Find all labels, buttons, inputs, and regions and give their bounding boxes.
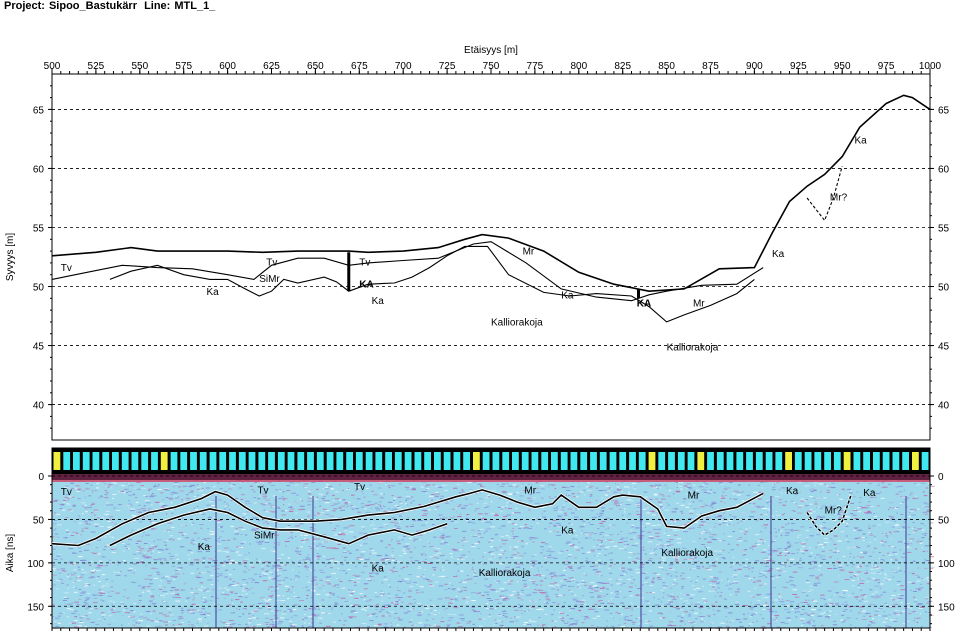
depth-annotation: Ka <box>854 136 867 147</box>
radar-y-tick-label-right: 50 <box>938 515 950 526</box>
x-tick-label: 900 <box>746 61 763 72</box>
radar-series-2 <box>109 507 448 547</box>
radargram-direct-wave <box>52 474 930 480</box>
radargram-image <box>52 448 935 629</box>
radar-annotation: Ka <box>863 488 876 499</box>
depth-annotation: SiMr <box>259 274 280 285</box>
depth-annotation: Kalliorakoja <box>667 342 719 353</box>
radar-annotation: Ka <box>198 542 211 553</box>
depth-annotation: Tv <box>61 263 72 274</box>
radar-y-tick-label-right: 0 <box>938 472 944 483</box>
x-tick-label: 750 <box>483 61 500 72</box>
x-tick-label: 725 <box>439 61 456 72</box>
depth-annotation: Mr? <box>830 192 848 203</box>
x-tick-label: 875 <box>702 61 719 72</box>
radar-annotation: SiMr <box>254 531 275 542</box>
depth-annotation: Ka <box>207 287 220 298</box>
depth-panel-frame <box>51 73 931 441</box>
radar-annotation: Ka <box>372 564 385 575</box>
depth-annotation: Tv <box>359 257 370 268</box>
depth-series-2 <box>51 241 764 302</box>
x-tick-label: 700 <box>395 61 412 72</box>
x-tick-label: 950 <box>834 61 851 72</box>
y-tick-label-right: 55 <box>938 223 950 234</box>
radar-annotation: Kalliorakoja <box>661 548 713 559</box>
x-tick-label: 1000 <box>919 61 942 72</box>
radar-y-tick-label-left: 100 <box>27 559 44 570</box>
radar-series-3 <box>805 494 853 538</box>
depth-annotation: Mr <box>523 247 535 258</box>
radar-series-1 <box>51 488 764 548</box>
depth-annotation: Ka <box>772 249 785 260</box>
project-header: Project: Sipoo_Bastukärr Line: MTL_1_ <box>4 0 219 12</box>
y-tick-label-right: 45 <box>938 342 950 353</box>
x-tick-label: 925 <box>790 61 807 72</box>
line-name: MTL_1_ <box>174 0 216 12</box>
radar-annotation: Mr <box>524 485 536 496</box>
x-axis-title: Etäisyys [m] <box>464 45 518 56</box>
y-tick-label-right: 60 <box>938 164 950 175</box>
y-axis-title-depth: Syvyys [m] <box>5 233 16 282</box>
depth-annotation: Ka <box>561 290 574 301</box>
depth-series-1 <box>51 94 931 293</box>
x-tick-label: 850 <box>658 61 675 72</box>
y-tick-label-left: 40 <box>33 401 45 412</box>
project-name: Sipoo_Bastukärr <box>48 0 137 12</box>
radar-annotation: Mr? <box>825 505 843 516</box>
radar-annotation: Mr <box>688 491 700 502</box>
depth-annotation: KA <box>359 280 373 291</box>
y-axis-title-time: Aika [ns] <box>5 534 16 573</box>
line-label: Line: <box>144 0 171 12</box>
depth-annotation: Tv <box>266 257 277 268</box>
marker-strip <box>52 448 930 474</box>
depth-annotation: KA <box>637 299 651 310</box>
x-tick-label: 975 <box>878 61 895 72</box>
x-tick-label: 775 <box>527 61 544 72</box>
x-tick-label: 550 <box>131 61 148 72</box>
radar-annotation: Ka <box>786 486 799 497</box>
x-tick-label: 500 <box>44 61 61 72</box>
x-tick-label: 675 <box>351 61 368 72</box>
x-tick-label: 650 <box>307 61 324 72</box>
depth-series-4 <box>806 165 843 222</box>
radar-annotation: Tv <box>61 487 72 498</box>
y-tick-label-left: 65 <box>33 105 45 116</box>
y-tick-label-left: 50 <box>33 283 45 294</box>
y-tick-label-left: 60 <box>33 164 45 175</box>
radar-y-tick-label-left: 50 <box>33 515 45 526</box>
depth-annotation: Kalliorakoja <box>491 317 543 328</box>
x-tick-label: 600 <box>219 61 236 72</box>
radar-y-tick-label-left: 0 <box>38 472 44 483</box>
radar-annotation: Ka <box>561 525 574 536</box>
x-tick-label: 800 <box>570 61 587 72</box>
y-tick-label-left: 55 <box>33 223 45 234</box>
y-tick-label-left: 45 <box>33 342 45 353</box>
y-tick-label-right: 40 <box>938 401 950 412</box>
radar-annotation: Tv <box>354 482 365 493</box>
x-tick-label: 825 <box>614 61 631 72</box>
radar-y-tick-label-left: 150 <box>27 602 44 613</box>
depth-annotation: Ka <box>372 296 385 307</box>
depth-series-3 <box>109 245 755 323</box>
radar-y-tick-label-right: 100 <box>938 559 955 570</box>
radar-annotation: Tv <box>257 485 268 496</box>
x-tick-label: 625 <box>263 61 280 72</box>
project-label: Project: <box>4 0 45 12</box>
x-tick-label: 575 <box>175 61 192 72</box>
y-tick-label-right: 65 <box>938 105 950 116</box>
depth-annotation: Mr <box>693 299 705 310</box>
radar-y-tick-label-right: 150 <box>938 602 955 613</box>
radar-annotation: Kalliorakoja <box>479 568 531 579</box>
y-tick-label-right: 50 <box>938 283 950 294</box>
x-tick-label: 525 <box>88 61 105 72</box>
